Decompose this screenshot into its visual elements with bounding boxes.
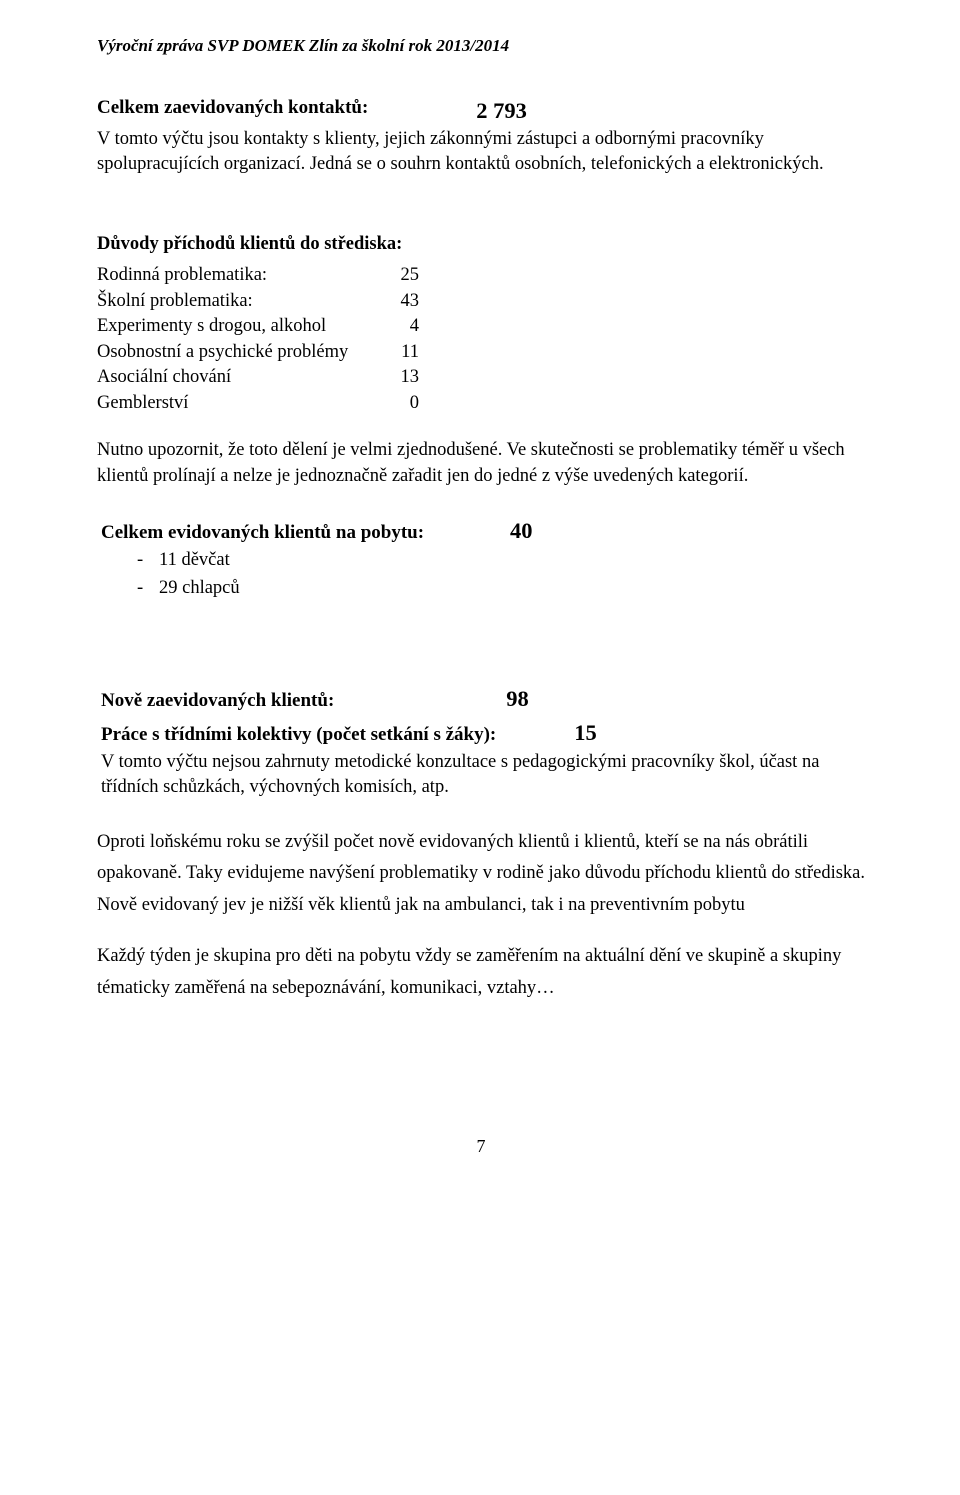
spacer (368, 95, 476, 126)
classwork-label: Práce s třídními kolektivy (počet setkán… (101, 722, 496, 748)
paragraph-1: Oproti loňskému roku se zvýšil počet nov… (97, 827, 865, 921)
total-contacts-desc: V tomto výčtu jsou kontakty s klienty, j… (97, 127, 865, 178)
reasons-note: Nutno upozornit, že toto dělení je velmi… (97, 438, 865, 489)
classwork-value: 15 (574, 717, 597, 748)
reason-label: Experimenty s drogou, alkohol (97, 314, 395, 340)
stay-label: Celkem evidovaných klientů na pobytu: (101, 520, 424, 546)
reasons-title: Důvody příchodů klientů do střediska: (97, 232, 865, 258)
reason-row: Gemblerství 0 (97, 391, 865, 417)
list-item: 11 děvčat (159, 548, 865, 574)
reason-row: Školní problematika: 43 (97, 289, 865, 315)
reason-value: 43 (395, 289, 419, 315)
total-contacts-block: Celkem zaevidovaných kontaktů: 2 793 V t… (97, 95, 865, 177)
reason-row: Experimenty s drogou, alkohol 4 (97, 314, 865, 340)
new-clients-label: Nově zaevidovaných klientů: (101, 688, 334, 714)
page-number: 7 (97, 1134, 865, 1159)
reason-row: Rodinná problematika: 25 (97, 263, 865, 289)
reason-label: Gemblerství (97, 391, 395, 417)
paragraph-2: Každý týden je skupina pro děti na pobyt… (97, 941, 865, 1004)
reason-label: Asociální chování (97, 365, 395, 391)
new-clients-block: Nově zaevidovaných klientů: 98 (97, 683, 865, 714)
reason-value: 11 (395, 340, 419, 366)
reason-value: 4 (395, 314, 419, 340)
classwork-block: Práce s třídními kolektivy (počet setkán… (97, 717, 865, 801)
classwork-desc: V tomto výčtu nejsou zahrnuty metodické … (101, 750, 865, 801)
list-item: 29 chlapců (159, 576, 865, 602)
total-contacts-label: Celkem zaevidovaných kontaktů: (97, 95, 368, 126)
reason-value: 0 (395, 391, 419, 417)
reason-label: Rodinná problematika: (97, 263, 395, 289)
reason-row: Osobnostní a psychické problémy 11 (97, 340, 865, 366)
reason-label: Školní problematika: (97, 289, 395, 315)
reason-label: Osobnostní a psychické problémy (97, 340, 395, 366)
new-clients-value: 98 (506, 683, 529, 714)
stay-value: 40 (510, 515, 533, 546)
stay-block: Celkem evidovaných klientů na pobytu: 40… (97, 515, 865, 601)
reasons-block: Důvody příchodů klientů do střediska: Ro… (97, 232, 865, 490)
reason-row: Asociální chování 13 (97, 365, 865, 391)
total-contacts-value: 2 793 (476, 95, 527, 126)
reason-value: 25 (395, 263, 419, 289)
reason-value: 13 (395, 365, 419, 391)
stay-bullets: 11 děvčat 29 chlapců (101, 548, 865, 601)
page-header: Výroční zpráva SVP DOMEK Zlín za školní … (97, 34, 865, 57)
